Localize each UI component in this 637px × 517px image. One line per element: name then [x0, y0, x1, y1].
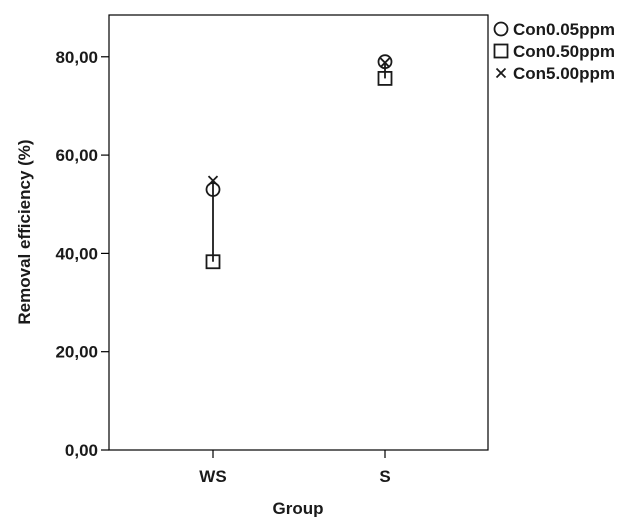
legend-label: Con0.05ppm — [513, 20, 615, 39]
data-point-circle — [377, 54, 393, 70]
data-point-x-stroke-b — [207, 175, 219, 186]
data-point-square — [377, 71, 393, 86]
range-lines — [212, 61, 386, 262]
x-tick-label: WS — [199, 467, 226, 486]
x-axis-title: Group — [273, 499, 324, 517]
data-point-square — [205, 254, 221, 270]
y-tick-label: 20,00 — [55, 343, 98, 362]
data-point-x — [379, 57, 391, 68]
y-axis-title: Removal efficiency (%) — [15, 139, 34, 324]
plot-frame — [108, 14, 489, 451]
legend-marker-circle — [493, 21, 509, 37]
legend: Con0.05ppm Con0.50ppm Con5.00ppm — [493, 20, 615, 83]
data-point-x — [207, 175, 219, 186]
data-points — [205, 54, 393, 270]
y-tick-label: 60,00 — [55, 146, 98, 165]
y-axis: 0,00 20,00 40,00 60,00 80,00 — [55, 48, 109, 460]
data-point-x-stroke-b — [379, 57, 391, 68]
y-tick-label: 0,00 — [65, 441, 98, 460]
legend-marker-x — [495, 67, 507, 79]
y-tick-label: 40,00 — [55, 244, 98, 263]
legend-marker-square — [493, 43, 509, 59]
x-axis: WS S — [199, 450, 391, 486]
legend-marker-x-stroke-b — [495, 67, 507, 79]
legend-label: Con0.50ppm — [513, 42, 615, 61]
data-point-circle — [205, 182, 221, 197]
y-tick-label: 80,00 — [55, 48, 98, 67]
legend-label: Con5.00ppm — [513, 64, 615, 83]
x-tick-label: S — [379, 467, 390, 486]
